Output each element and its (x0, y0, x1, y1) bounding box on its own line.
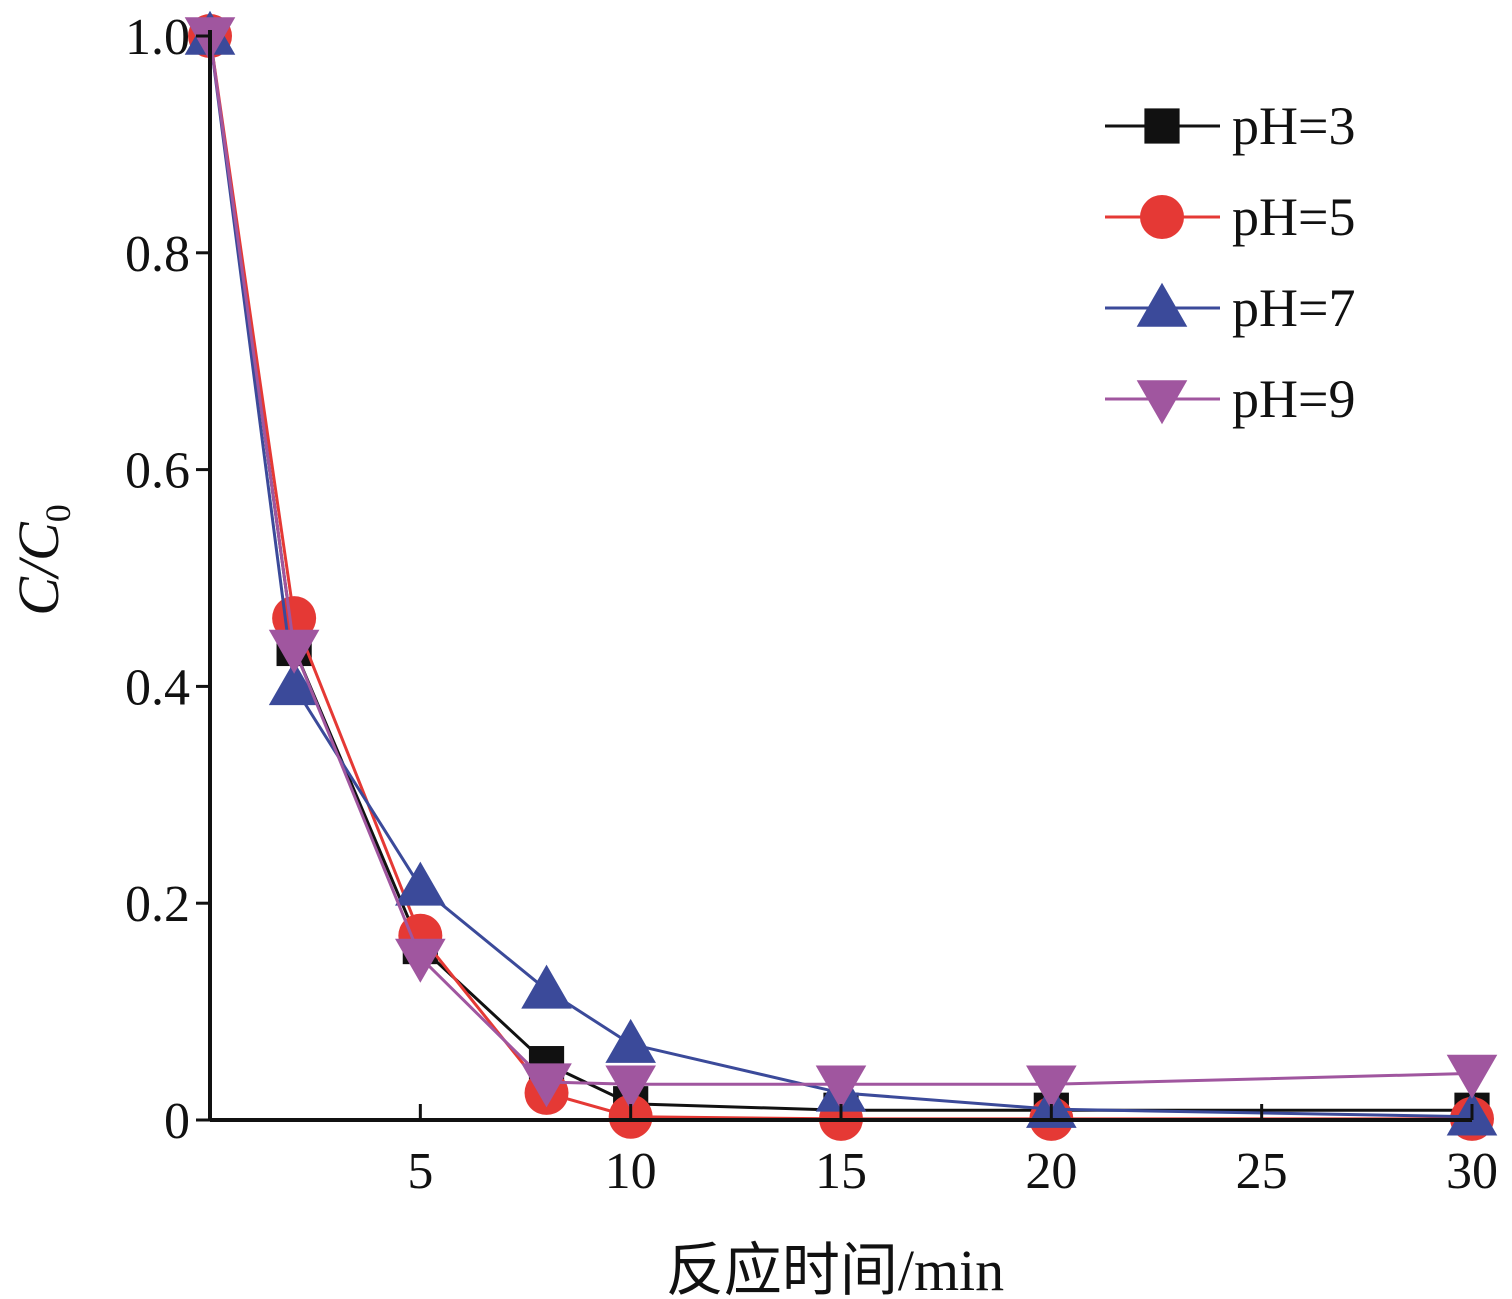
series-line (208, 35, 1473, 1119)
y-tick-label: 1.0 (125, 9, 190, 66)
data-point (268, 661, 320, 706)
legend-marker (1144, 108, 1180, 144)
data-point (605, 1018, 656, 1063)
y-tick-label: 0.8 (125, 226, 190, 283)
data-point (1026, 1065, 1077, 1110)
legend-label: pH=3 (1232, 96, 1355, 156)
series-pH=5 (188, 14, 1494, 1141)
y-tick-label: 0.4 (125, 659, 190, 716)
y-axis-title: C/C0 (6, 504, 78, 616)
legend-marker (1136, 282, 1188, 327)
ticks-layer: 5 10 15 20 25 30 0 0.2 0.4 0.6 0.8 1.0 (125, 9, 1498, 1200)
y-axis-title-sub: 0 (38, 504, 78, 522)
data-point (815, 1065, 867, 1110)
x-tick-label: 25 (1236, 1143, 1288, 1200)
x-axis-title: 反应时间/min (666, 1238, 1004, 1299)
legend-label: pH=5 (1232, 187, 1355, 247)
legend-item: pH=9 (1105, 369, 1355, 429)
legend-label: pH=9 (1232, 369, 1355, 429)
data-point (395, 938, 446, 983)
legend-item: pH=3 (1105, 96, 1355, 156)
data-point (395, 861, 446, 906)
series-line (208, 35, 1473, 1086)
data-point (1446, 1054, 1498, 1099)
series-pH=9 (184, 17, 1498, 1110)
x-tick-label: 5 (407, 1143, 433, 1200)
data-point (521, 964, 572, 1009)
legend-item: pH=5 (1105, 187, 1355, 247)
x-tick-label: 10 (605, 1143, 657, 1200)
y-axis-title-main: C/C (6, 521, 71, 616)
y-tick-label: 0.6 (125, 443, 190, 500)
series-pH=7 (184, 10, 1498, 1136)
legend-label: pH=7 (1232, 278, 1355, 338)
data-point (268, 629, 320, 674)
series-layer (184, 10, 1498, 1141)
legend-marker (1136, 380, 1188, 425)
x-tick-label: 20 (1025, 1143, 1077, 1200)
data-point (605, 1065, 656, 1110)
y-tick-label: 0.2 (125, 876, 190, 933)
legend: pH=3 pH=5 pH=7 pH=9 (1105, 96, 1355, 429)
x-tick-label: 15 (815, 1143, 867, 1200)
legend-marker (1140, 195, 1184, 239)
data-point (521, 1063, 572, 1108)
x-tick-label: 30 (1446, 1143, 1498, 1200)
y-tick-label: 0 (164, 1093, 190, 1150)
legend-item: pH=7 (1105, 278, 1355, 338)
series-pH=3 (192, 18, 1490, 1128)
